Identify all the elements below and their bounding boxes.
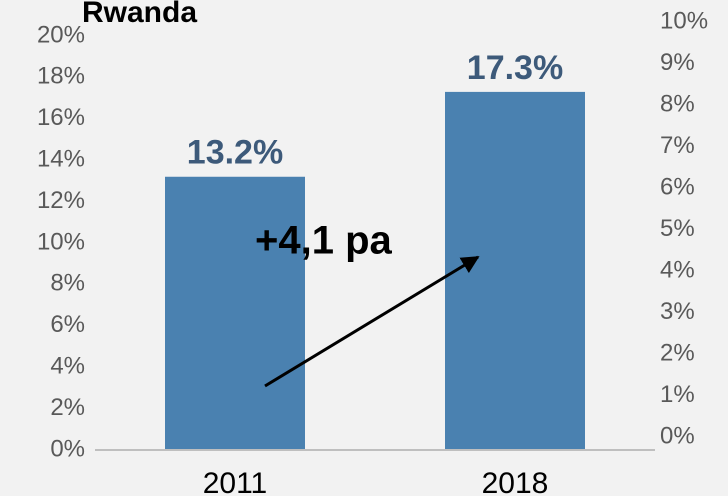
chart-title: Rwanda bbox=[82, 0, 197, 29]
y-tick-label: 16% bbox=[37, 104, 85, 131]
x-tick-label: 2018 bbox=[482, 467, 549, 496]
y2-tick-label: 3% bbox=[660, 298, 695, 325]
y2-tick-label: 9% bbox=[660, 49, 695, 76]
y2-tick-label: 4% bbox=[660, 256, 695, 283]
y-tick-label: 14% bbox=[37, 146, 85, 173]
annotation: +4,1 pa bbox=[255, 219, 393, 263]
y2-tick-label: 5% bbox=[660, 215, 695, 242]
bar bbox=[445, 91, 585, 450]
y2-tick-label: 0% bbox=[660, 422, 695, 449]
y-tick-label: 4% bbox=[50, 353, 85, 380]
y2-tick-label: 7% bbox=[660, 132, 695, 159]
value-label: 17.3% bbox=[467, 49, 563, 87]
y-tick-label: 2% bbox=[50, 394, 85, 421]
value-label: 13.2% bbox=[187, 134, 283, 172]
bar bbox=[165, 176, 305, 450]
y-tick-label: 6% bbox=[50, 311, 85, 338]
y-tick-label: 10% bbox=[37, 228, 85, 255]
y2-tick-label: 6% bbox=[660, 173, 695, 200]
y2-tick-label: 2% bbox=[660, 339, 695, 366]
y-tick-label: 0% bbox=[50, 435, 85, 462]
y2-tick-label: 8% bbox=[660, 90, 695, 117]
y2-tick-label: 1% bbox=[660, 381, 695, 408]
y-tick-label: 20% bbox=[37, 21, 85, 48]
y-tick-label: 12% bbox=[37, 187, 85, 214]
y2-tick-label: 10% bbox=[660, 7, 708, 34]
y-tick-label: 8% bbox=[50, 270, 85, 297]
x-tick-label: 2011 bbox=[203, 467, 268, 496]
y-tick-label: 18% bbox=[37, 63, 85, 90]
arrow bbox=[264, 255, 480, 388]
